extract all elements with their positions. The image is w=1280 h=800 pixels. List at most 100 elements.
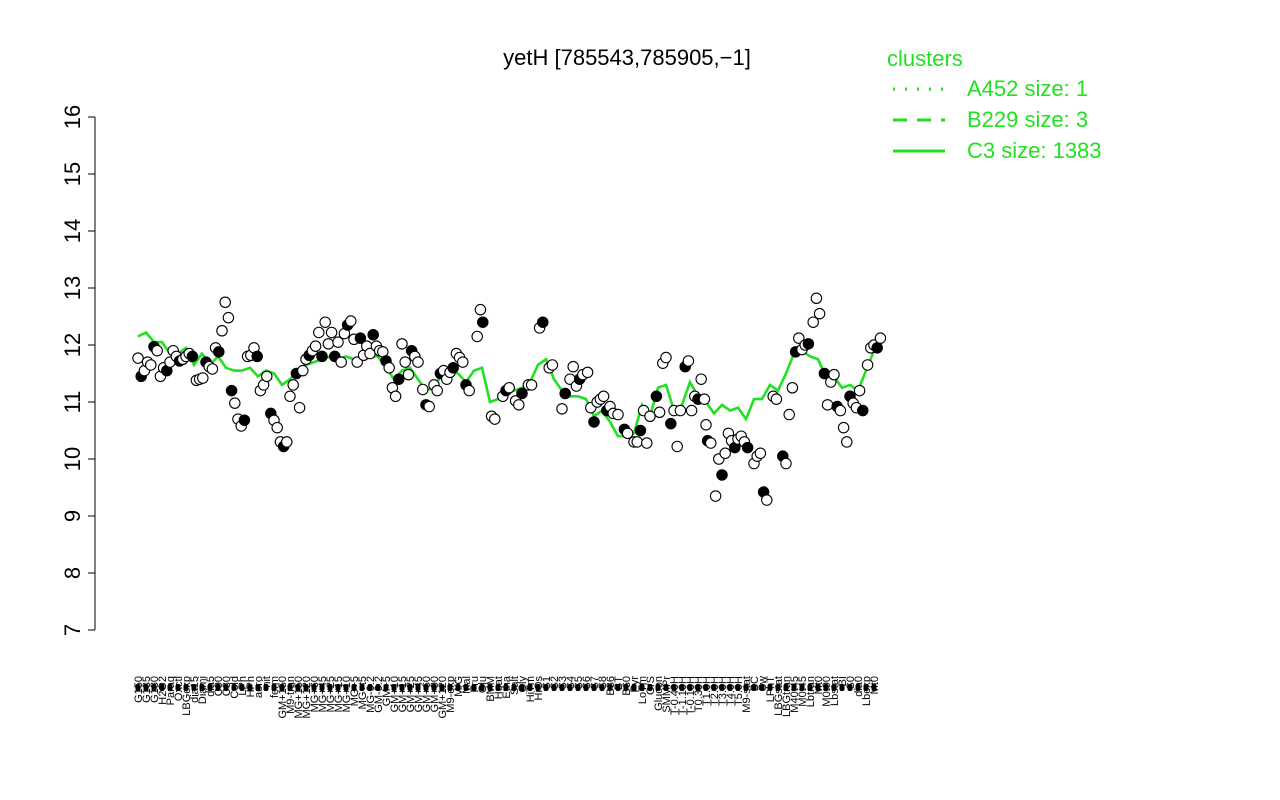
x-rug-mark: [423, 684, 429, 691]
x-rug-mark: [671, 684, 677, 691]
x-axis: G150G135G180H2O2ParaqOxctlLBGexpdia15Dia…: [133, 675, 881, 718]
x-tick-label: Oxctl: [173, 676, 185, 701]
x-rug-mark: [783, 684, 789, 691]
x-rug-mark: [455, 684, 461, 691]
x-tick-label: dia0: [853, 676, 865, 697]
y-axis: 7 8 9 10 11 12 13 14 15 16: [60, 105, 96, 636]
x-rug-mark: [207, 684, 213, 691]
x-tick-label: nit: [261, 676, 273, 688]
x-tick-label: S5: [573, 676, 585, 689]
data-point: [828, 368, 840, 381]
x-rug-mark: [327, 684, 333, 691]
x-tick-label: Pyr: [629, 676, 641, 693]
x-rug-mark: [311, 684, 317, 691]
x-tick-label: T3.0H: [717, 676, 729, 706]
x-rug-mark: [735, 684, 741, 691]
x-rug-mark: [695, 684, 701, 691]
data-point: [660, 351, 672, 364]
x-rug-mark: [183, 684, 189, 691]
data-point: [641, 437, 653, 449]
x-tick-label: M9-stat: [741, 676, 753, 713]
data-point: [513, 399, 525, 411]
x-tick-label: LBGtran: [781, 676, 793, 717]
chart-title: yetH [785543,785905,−1]: [503, 45, 751, 70]
x-tick-label: MG+45: [317, 676, 329, 712]
y-tick-label: 16: [60, 105, 85, 129]
x-rug-mark: [279, 684, 285, 691]
x-tick-label: Salt: [509, 676, 521, 695]
x-rug-mark: [687, 684, 693, 691]
data-point: [281, 436, 293, 448]
data-point: [853, 384, 866, 397]
data-point: [271, 421, 283, 434]
data-point: [525, 379, 538, 391]
x-tick-label: Etha: [501, 675, 513, 699]
x-tick-label: MG+120: [301, 676, 313, 719]
x-rug-mark: [871, 684, 877, 691]
data-point: [335, 356, 347, 368]
x-rug-mark: [399, 684, 405, 691]
x-tick-label: Fru: [469, 676, 481, 693]
x-tick-label: MG+60: [309, 676, 321, 712]
x-tick-label: C90: [213, 676, 225, 696]
y-tick-label: 9: [60, 510, 85, 522]
data-point: [695, 373, 707, 385]
data-point: [700, 419, 712, 431]
data-point: [716, 469, 728, 481]
x-tick-label: SMMPr: [661, 676, 673, 713]
x-rug-mark: [271, 684, 277, 691]
x-rug-mark: [319, 684, 325, 691]
x-tick-label: Sw: [757, 676, 769, 691]
data-point: [197, 372, 209, 384]
x-rug-mark: [847, 684, 853, 691]
data-point: [457, 356, 469, 368]
x-tick-label: BMM: [485, 676, 497, 702]
data-point: [665, 417, 677, 430]
x-tick-label: dia15: [189, 676, 201, 703]
x-rug-mark: [679, 684, 685, 691]
data-point: [423, 400, 435, 413]
x-tick-label: ferm: [269, 676, 281, 698]
data-point: [761, 494, 773, 506]
data-point: [383, 362, 395, 374]
x-tick-label: C30: [221, 676, 233, 696]
x-tick-label: GM+150: [277, 676, 289, 719]
x-rug-mark: [367, 684, 373, 691]
data-point: [222, 311, 235, 324]
data-point: [685, 404, 698, 417]
x-tick-label: Glu: [477, 676, 489, 693]
x-tick-label: B60: [621, 676, 633, 696]
x-rug-mark: [447, 684, 453, 691]
data-point: [741, 441, 754, 454]
x-rug-mark: [751, 684, 757, 691]
x-tick-label: HiTm: [525, 676, 537, 702]
data-point: [213, 346, 225, 358]
x-rug-mark: [743, 684, 749, 691]
x-tick-label: Lbexp: [861, 676, 873, 706]
data-point: [644, 410, 656, 422]
data-point: [834, 404, 847, 417]
x-rug-mark: [415, 684, 421, 691]
data-point: [238, 414, 251, 426]
data-point: [807, 316, 819, 328]
x-rug-mark: [767, 684, 773, 691]
x-rug-mark: [799, 684, 805, 691]
data-point: [293, 401, 306, 414]
x-rug-mark: [143, 684, 149, 691]
data-point: [653, 406, 666, 419]
x-rug-mark: [807, 684, 813, 691]
x-rug-mark: [519, 684, 525, 691]
data-point: [393, 373, 405, 385]
x-rug-mark: [535, 684, 541, 691]
x-rug-mark: [199, 684, 205, 691]
x-tick-label: G135: [141, 676, 153, 703]
data-point: [332, 336, 344, 348]
x-tick-label: Heat: [493, 676, 505, 699]
x-tick-label: T5.0H: [733, 676, 745, 706]
data-point: [754, 447, 767, 460]
data-point: [284, 390, 296, 403]
data-point: [780, 457, 792, 470]
x-tick-label: S3: [557, 676, 569, 689]
data-point: [709, 490, 722, 502]
x-rug-mark: [151, 684, 157, 691]
